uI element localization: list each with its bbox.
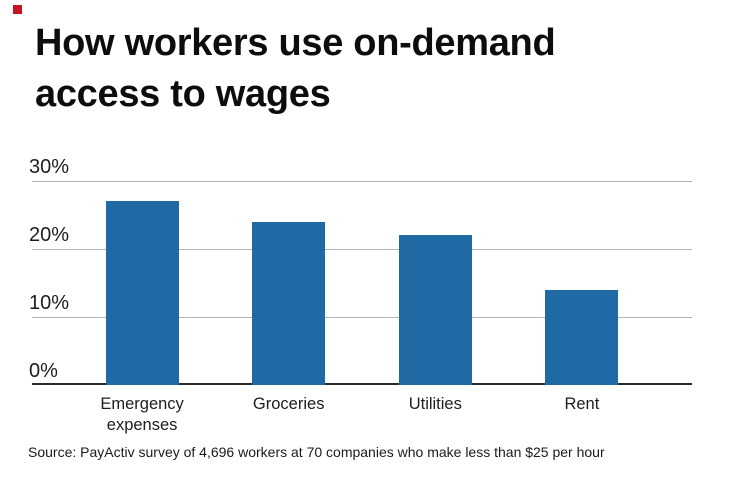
bar-rent xyxy=(545,290,619,385)
gridline-10 xyxy=(32,317,692,318)
category-slot-utilities: Utilities xyxy=(398,181,472,413)
bar-utilities xyxy=(398,235,472,385)
x-label-rent: Rent xyxy=(564,395,600,413)
gridline-30 xyxy=(32,181,692,182)
chart-title: How workers use on-demand access to wage… xyxy=(35,22,556,115)
x-label-groceries: Groceries xyxy=(252,395,325,413)
x-axis-line xyxy=(32,383,692,385)
y-tick-label-20: 20% xyxy=(29,224,70,246)
bar-emergency-expenses xyxy=(105,201,179,385)
source-note: Source: PayActiv survey of 4,696 workers… xyxy=(28,444,605,460)
x-label-emergency-expenses: Emergency expenses xyxy=(100,395,184,434)
category-slot-groceries: Groceries xyxy=(252,181,326,413)
category-slot-emergency-expenses: Emergency expenses xyxy=(100,181,184,434)
y-tick-label-30: 30% xyxy=(29,156,70,178)
y-tick-label-10: 10% xyxy=(29,292,70,314)
plot-area: Emergency expenses Groceries Utilities Rent xyxy=(32,181,692,434)
gridline-20 xyxy=(32,249,692,250)
bar-groceries xyxy=(252,222,326,385)
x-label-utilities: Utilities xyxy=(408,395,462,413)
bar-series: Emergency expenses Groceries Utilities Rent xyxy=(32,181,692,434)
y-tick-label-0: 0% xyxy=(29,360,58,382)
category-slot-rent: Rent xyxy=(545,181,619,413)
brand-accent-square xyxy=(13,5,22,14)
